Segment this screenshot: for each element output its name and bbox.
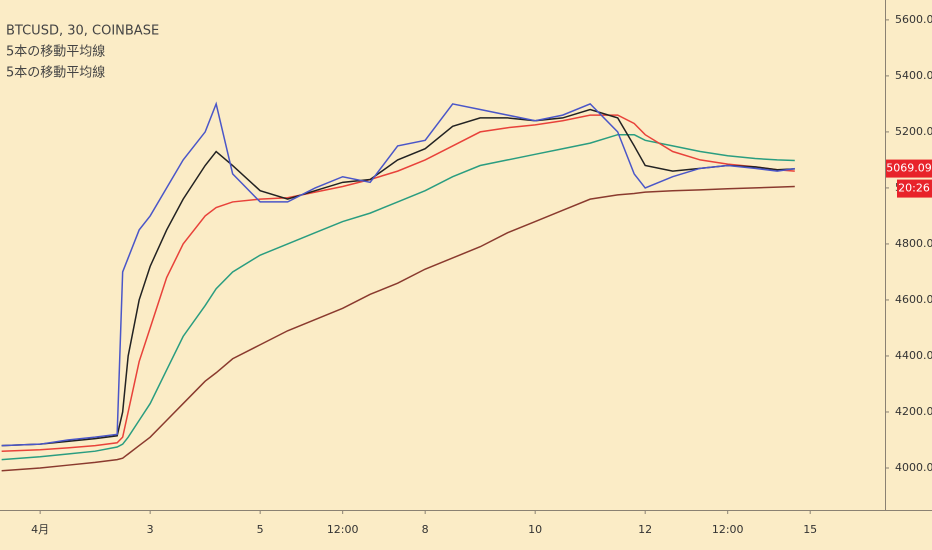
y-tick-label: 5600.00 <box>895 13 932 26</box>
x-tick-label: 12 <box>638 523 652 536</box>
ma-line <box>1 185 795 472</box>
countdown: 20:26 <box>898 182 930 195</box>
ma-line <box>1 133 795 461</box>
x-tick-label: 10 <box>528 523 542 536</box>
x-tick-label: 4月 <box>31 523 49 536</box>
x-tick-label: 12:00 <box>712 523 744 536</box>
ma-line <box>1 114 795 452</box>
countdown-box <box>897 179 932 198</box>
ma-line <box>1 108 795 447</box>
y-tick-label: 4600.00 <box>895 293 932 306</box>
price-tag-box <box>886 159 932 178</box>
x-tick-label: 15 <box>803 523 817 536</box>
x-tick-label: 3 <box>147 523 154 536</box>
ma-line <box>1 101 795 447</box>
chart-title: BTCUSD, 30, COINBASE <box>6 24 159 39</box>
y-tick-label: 5200.00 <box>895 125 932 138</box>
y-tick-label: 4200.00 <box>895 405 932 418</box>
price-tag: 5069.09 <box>886 162 932 175</box>
x-tick-label: 5 <box>257 523 264 536</box>
y-tick-label: 4000.00 <box>895 461 932 474</box>
x-tick-label: 8 <box>422 523 429 536</box>
y-tick-label: 5400.00 <box>895 69 932 82</box>
x-tick-label: 12:00 <box>327 523 359 536</box>
y-tick-label: 4400.00 <box>895 349 932 362</box>
y-tick-label: 4800.00 <box>895 237 932 250</box>
legend-entry: 5本の移動平均線 <box>6 44 105 60</box>
legend-entry: 5本の移動平均線 <box>6 65 105 81</box>
